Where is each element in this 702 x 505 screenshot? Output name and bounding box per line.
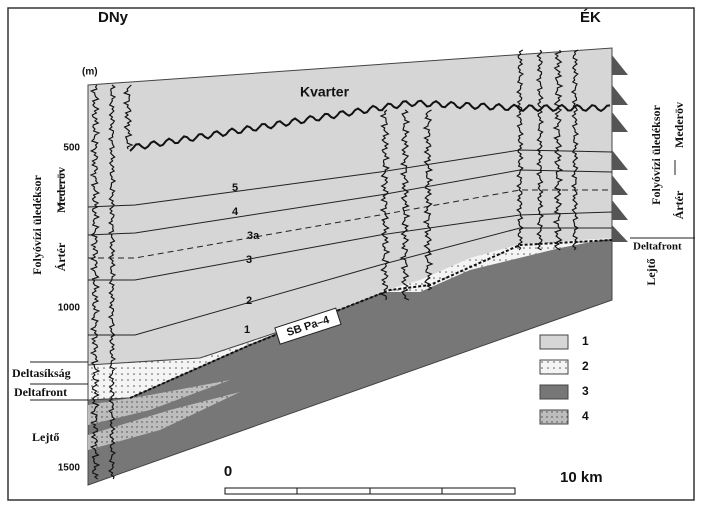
legend-label: 1 (582, 334, 589, 348)
direction-label: ÉK (580, 9, 601, 26)
cross-section: DNy ÉK (m) 500 1000 1500 Kvarter 5 4 3a … (0, 0, 702, 505)
legend-label: 2 (582, 359, 589, 373)
zone-label: Ártér (54, 242, 68, 271)
depth-unit: (m) (82, 67, 98, 78)
scale-bar (225, 488, 515, 494)
depth-tick: 500 (63, 143, 80, 154)
horizon-label: 3 (246, 254, 252, 266)
zone-label: Deltafront (14, 385, 67, 399)
zone-label: Deltasíkság (12, 366, 71, 380)
legend-label: 4 (582, 409, 589, 423)
scale-label: 10 km (560, 469, 603, 486)
legend-swatch (540, 410, 568, 424)
legend-swatch (540, 335, 568, 349)
horizon-label: 5 (232, 182, 238, 194)
triangles (612, 55, 628, 242)
depth-tick: 1000 (58, 303, 81, 314)
quaternary-label: Kvarter (300, 84, 350, 100)
horizon-label: 2 (246, 295, 252, 307)
depth-tick: 1500 (58, 463, 81, 474)
zone-label: Mederöv (672, 102, 686, 148)
zone-label: Mederöv (54, 167, 68, 213)
direction-label: DNy (98, 9, 129, 26)
scale-label: 0 (224, 463, 232, 480)
legend-label: 3 (582, 384, 589, 398)
zone-label: Deltafront (633, 241, 682, 253)
zone-label: Lejtő (644, 258, 658, 285)
zone-label: Ártér (672, 190, 686, 219)
horizon-label: 3a (247, 230, 260, 242)
horizon-label: 1 (244, 324, 250, 336)
horizon-label: 4 (232, 206, 239, 218)
zone-label: Lejtő (32, 430, 59, 444)
legend-swatch (540, 360, 568, 374)
zone-label: Folyóvízi üledéksor (30, 175, 44, 275)
zone-label: Folyóvízi üledéksor (649, 105, 663, 205)
legend-swatch (540, 385, 568, 399)
